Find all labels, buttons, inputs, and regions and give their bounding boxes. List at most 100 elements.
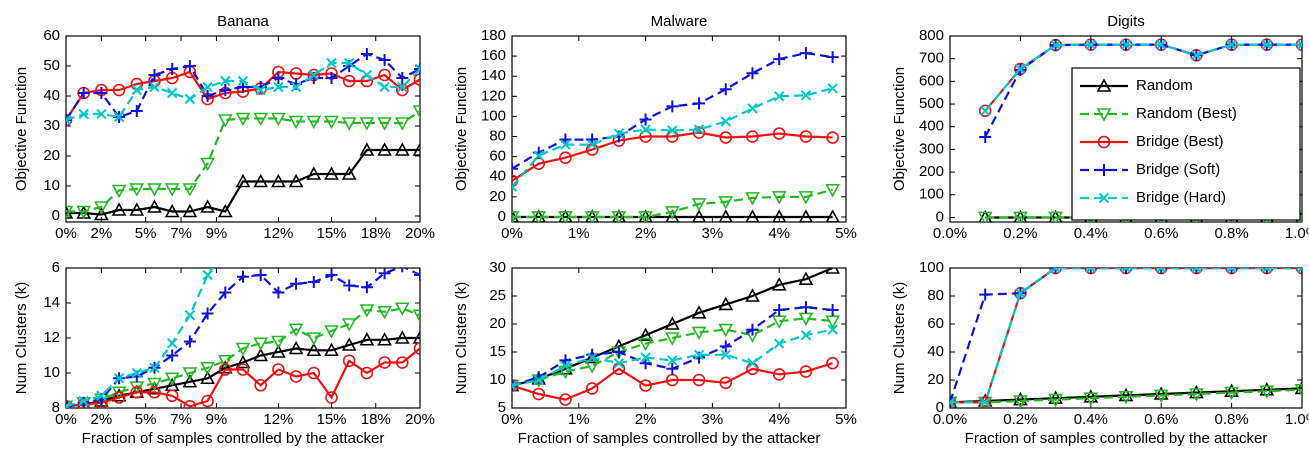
data-point — [772, 127, 786, 140]
data-point — [77, 87, 90, 99]
data-point — [272, 72, 285, 84]
data-point — [308, 69, 320, 81]
x-tick-label: 0% — [55, 411, 77, 428]
y-tick-label: 25 — [489, 287, 506, 304]
y-axis-label: Num Clusters (k) — [891, 282, 908, 395]
data-point — [184, 310, 196, 321]
data-point — [412, 105, 420, 119]
data-point — [200, 361, 215, 376]
data-point — [201, 307, 214, 320]
y-tick-label: 400 — [919, 118, 944, 135]
x-tick-label: 0.0% — [933, 225, 967, 242]
data-point — [667, 125, 678, 136]
panel-title: Banana — [217, 13, 269, 30]
data-point — [183, 335, 196, 348]
data-point — [182, 367, 198, 381]
x-tick-label: 20% — [405, 225, 435, 242]
data-point — [586, 352, 598, 363]
data-point — [799, 301, 812, 314]
legend-marker — [1096, 78, 1112, 92]
data-point — [1190, 268, 1203, 274]
y-tick-label: 80 — [927, 287, 944, 304]
data-point — [692, 209, 706, 222]
data-point — [1155, 268, 1167, 274]
data-point — [398, 209, 407, 218]
digits-clusters-panel: 0 20 40 60 80 100 0.0% 0.2% 0.4% 0.6% 0.8% 1.0% Frac… — [891, 259, 1309, 447]
data-point — [613, 128, 625, 139]
data-point — [773, 91, 785, 102]
data-point — [827, 83, 838, 94]
data-point — [639, 130, 652, 143]
data-point — [271, 173, 286, 188]
x-axis-label: Fraction of samples controlled by the at… — [82, 430, 385, 447]
panel-title: Digits — [1107, 13, 1145, 30]
data-point — [237, 75, 249, 87]
x-tick-label: 0.0% — [933, 411, 967, 428]
data-point — [414, 63, 420, 75]
data-point — [1224, 383, 1239, 398]
series-bridge-soft — [512, 301, 839, 392]
data-point — [800, 329, 812, 341]
data-point — [745, 288, 760, 302]
data-point — [378, 356, 391, 369]
y-tick-label: 20 — [43, 147, 60, 164]
data-point — [512, 181, 518, 193]
data-point — [359, 332, 375, 346]
series-bridge-soft — [950, 268, 1302, 408]
data-point — [414, 269, 420, 281]
data-point — [341, 117, 357, 131]
data-point — [412, 330, 420, 344]
data-point — [111, 388, 127, 402]
data-point — [130, 385, 144, 399]
data-point — [533, 374, 544, 386]
legend-marker — [1096, 108, 1112, 122]
banana-objective-panel: 0 10 20 30 40 50 60 0% 2% 5% 7% 9% 12% 15% 18% 20% Banan… — [13, 13, 435, 242]
data-point — [664, 332, 680, 346]
data-point — [826, 131, 839, 144]
data-point — [560, 360, 571, 372]
y-tick-label: 40 — [489, 168, 506, 185]
series-line — [950, 268, 1302, 404]
data-point — [237, 270, 249, 283]
data-point — [413, 342, 420, 355]
y-tick-label: 0 — [498, 208, 506, 225]
data-point — [378, 68, 391, 82]
data-point — [979, 105, 991, 117]
data-point — [512, 211, 520, 222]
y-axis-label: Num Clusters (k) — [13, 282, 30, 395]
data-point — [235, 342, 251, 357]
data-point — [798, 312, 814, 327]
data-point — [165, 389, 179, 403]
plot-frame — [65, 35, 421, 223]
y-tick-label: 30 — [43, 117, 60, 134]
y-tick-label: 15 — [489, 343, 506, 360]
data-point — [798, 191, 814, 205]
x-tick-label: 15% — [316, 225, 346, 242]
x-tick-label: 2% — [635, 225, 657, 242]
data-point — [183, 399, 197, 408]
data-point — [1048, 393, 1063, 408]
x-tick-label: 2% — [635, 411, 657, 428]
y-tick-label: 60 — [927, 315, 944, 332]
y-tick-label: 20 — [489, 188, 506, 205]
data-point — [288, 323, 304, 337]
y-tick-label: 50 — [43, 57, 60, 74]
data-point — [290, 81, 302, 93]
data-point — [718, 296, 734, 311]
data-point — [200, 157, 215, 172]
series-line — [512, 317, 833, 387]
data-point — [324, 115, 339, 130]
y-tick-label: 300 — [919, 140, 944, 157]
data-point — [147, 183, 162, 197]
x-tick-label: 0% — [501, 411, 523, 428]
series-bridge-hard — [66, 57, 420, 126]
data-point — [413, 73, 420, 86]
data-point — [272, 363, 285, 376]
x-tick-label: 0.4% — [1074, 411, 1108, 428]
data-point — [533, 150, 544, 161]
data-point — [512, 380, 518, 391]
data-point — [640, 352, 651, 363]
data-point — [254, 378, 268, 392]
y-tick-label: 160 — [481, 47, 506, 64]
data-point — [414, 63, 420, 75]
